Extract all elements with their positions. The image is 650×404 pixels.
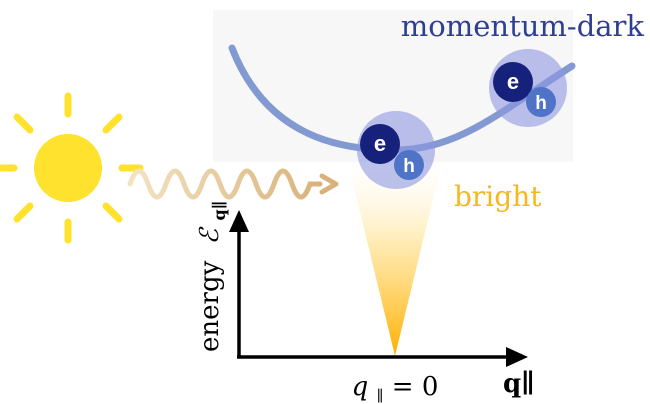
bright-exciton: e h xyxy=(357,111,435,189)
electron-particle xyxy=(360,124,400,164)
q-zero-label: q ∥ = 0 xyxy=(352,372,439,404)
electron-label: e xyxy=(374,131,386,156)
hole-particle xyxy=(394,150,424,180)
axes xyxy=(237,226,512,359)
x-axis-arrowhead xyxy=(506,347,528,367)
hole-label: h xyxy=(535,93,547,114)
bright-label: bright xyxy=(454,180,542,213)
photon-wave-icon xyxy=(127,168,339,200)
y-axis-arrowhead xyxy=(229,210,249,232)
electron-label: e xyxy=(507,69,519,94)
momentum-dark-exciton: e h xyxy=(489,49,567,127)
light-cone xyxy=(345,150,445,356)
hole-particle xyxy=(526,87,556,117)
energy-axis-label: energy ℰ q∥ xyxy=(195,201,229,352)
electron-particle xyxy=(493,62,533,102)
momentum-dark-label: momentum-dark xyxy=(401,9,645,43)
x-axis-label: q∥ xyxy=(503,369,535,399)
hole-label: h xyxy=(403,156,415,177)
sun-icon xyxy=(0,92,144,244)
